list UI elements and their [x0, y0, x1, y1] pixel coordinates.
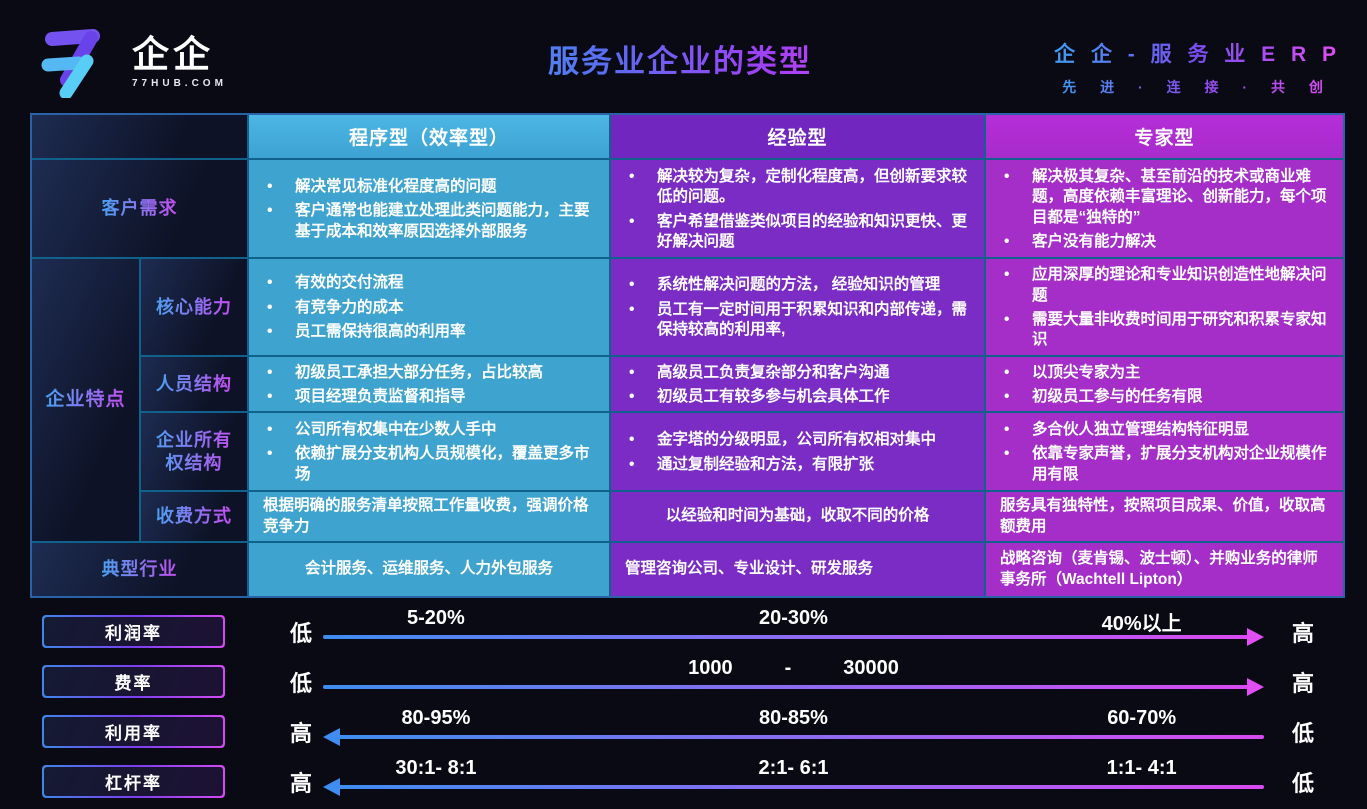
- scale-label-box: 费率: [42, 665, 225, 698]
- page-title: 服务业企业的类型: [380, 36, 980, 81]
- bullet-item: 解决较为复杂，定制化程度高，但创新要求较低的问题。: [617, 167, 976, 208]
- scale-right-end: 低: [1291, 771, 1314, 796]
- slogan: 先 进 · 连 接 · 共 创: [1054, 77, 1341, 97]
- brand-name: 企企: [132, 34, 214, 75]
- row-group-label-traits: 企业特点: [32, 259, 139, 541]
- bullet-item: 高级员工负责复杂部分和客户沟通: [617, 363, 976, 384]
- brand-domain: 77HUB.COM: [132, 78, 227, 89]
- metric-scales: 利润率 低 5-20% 20-30% 40%以上 高 费率 低 1000 - 3…: [30, 606, 1342, 806]
- arrow-line: [338, 735, 1264, 739]
- cell-ownership-experience: 金字塔的分级明显，公司所有权相对集中通过复制经验和方法，有限扩张: [611, 413, 984, 490]
- cell-pricing-experience: 以经验和时间为基础，收取不同的价格: [611, 492, 984, 541]
- bullet-item: 客户希望借鉴类似项目的经验和知识更快、更好解决问题: [617, 212, 976, 253]
- bullet-item: 客户没有能力解决: [992, 232, 1335, 253]
- bullet-item: 公司所有权集中在少数人手中: [255, 420, 601, 441]
- cell-pricing-procedural: 根据明确的服务清单按照工作量收费，强调价格竞争力: [249, 492, 609, 541]
- header-right-block: 企 企 - 服 务 业 E R P 先 进 · 连 接 · 共 创: [1054, 38, 1341, 97]
- bullet-item: 依赖扩展分支机构人员规模化，覆盖更多市场: [255, 444, 601, 485]
- bullet-item: 通过复制经验和方法，有限扩张: [617, 455, 976, 476]
- scale-label-box: 利用率: [42, 715, 225, 748]
- cell-personnel-expert: 以顶尖专家为主初级员工参与的任务有限: [986, 357, 1343, 411]
- scale-arrow: 30:1- 8:1 2:1- 6:1 1:1- 4:1: [323, 756, 1264, 806]
- bullet-item: 初级员工有较多参与机会具体工作: [617, 387, 976, 408]
- brand-logo: 企企 77HUB.COM: [36, 22, 227, 103]
- bullet-item: 多合伙人独立管理结构特征明显: [992, 420, 1335, 441]
- scale-label-box: 利润率: [42, 615, 225, 648]
- table-corner-cell: [32, 115, 247, 158]
- scale-right-end: 高: [1291, 671, 1314, 696]
- bullet-item: 员工有一定时间用于积累知识和内部传递，需保持较高的利用率,: [617, 300, 976, 341]
- bullet-item: 有竞争力的成本: [255, 298, 601, 319]
- arrow-line: [323, 635, 1249, 639]
- cell-pricing-expert: 服务具有独特性，按照项目成果、价值，收取高额费用: [986, 492, 1343, 541]
- scale-arrow: 5-20% 20-30% 40%以上: [323, 606, 1264, 656]
- scale-left-end: 高: [289, 771, 312, 796]
- scale-arrow: 80-95% 80-85% 60-70%: [323, 706, 1264, 756]
- scale-utilization: 利用率 高 80-95% 80-85% 60-70% 低: [30, 706, 1342, 756]
- bullet-item: 解决极其复杂、甚至前沿的技术或商业难题，高度依赖丰富理论、创新能力，每个项目都是…: [992, 167, 1335, 228]
- row-label-ownership: 企业所有权结构: [141, 413, 247, 490]
- scale-right-end: 低: [1291, 721, 1314, 746]
- cell-customer-expert: 解决极其复杂、甚至前沿的技术或商业难题，高度依赖丰富理论、创新能力，每个项目都是…: [986, 160, 1343, 257]
- comparison-table: 程序型（效率型） 经验型 专家型 客户需求 解决常见标准化程度高的问题客户通常也…: [30, 113, 1345, 598]
- bullet-item: 客户通常也能建立处理此类问题能力，主要基于成本和效率原因选择外部服务: [255, 201, 601, 242]
- scale-fee-rate: 费率 低 1000 - 30000 高: [30, 656, 1342, 706]
- scale-right-end: 高: [1291, 621, 1314, 646]
- cell-customer-experience: 解决较为复杂，定制化程度高，但创新要求较低的问题。客户希望借鉴类似项目的经验和知…: [611, 160, 984, 257]
- bullet-item: 需要大量非收费时间用于研究和积累专家知识: [992, 310, 1335, 351]
- row-label-personnel: 人员结构: [141, 357, 247, 411]
- bullet-item: 初级员工承担大部分任务，占比较高: [255, 363, 601, 384]
- arrow-head-left-icon: [323, 728, 340, 746]
- brand-logo-icon: [36, 22, 122, 103]
- bullet-item: 有效的交付流程: [255, 273, 601, 294]
- arrow-line: [338, 785, 1264, 789]
- bullet-item: 应用深厚的理论和专业知识创造性地解决问题: [992, 265, 1335, 306]
- bullet-item: 员工需保持很高的利用率: [255, 322, 601, 343]
- bullet-item: 金字塔的分级明显，公司所有权相对集中: [617, 430, 976, 451]
- row-label-industry: 典型行业: [32, 543, 247, 596]
- row-label-customer-needs: 客户需求: [32, 160, 247, 257]
- arrow-line: [323, 685, 1249, 689]
- column-header-expert: 专家型: [986, 115, 1343, 158]
- cell-customer-procedural: 解决常见标准化程度高的问题客户通常也能建立处理此类问题能力，主要基于成本和效率原…: [249, 160, 609, 257]
- cell-core-procedural: 有效的交付流程有竞争力的成本员工需保持很高的利用率: [249, 259, 609, 355]
- scale-label-box: 杠杆率: [42, 765, 225, 798]
- scale-left-end: 高: [289, 721, 312, 746]
- arrow-head-right-icon: [1247, 628, 1264, 646]
- row-label-pricing: 收费方式: [141, 492, 247, 541]
- bullet-item: 系统性解决问题的方法， 经验知识的管理: [617, 275, 976, 296]
- arrow-head-right-icon: [1247, 678, 1264, 696]
- column-header-procedural: 程序型（效率型）: [249, 115, 609, 158]
- cell-personnel-experience: 高级员工负责复杂部分和客户沟通初级员工有较多参与机会具体工作: [611, 357, 984, 411]
- scale-profit-margin: 利润率 低 5-20% 20-30% 40%以上 高: [30, 606, 1342, 656]
- cell-personnel-procedural: 初级员工承担大部分任务，占比较高项目经理负责监督和指导: [249, 357, 609, 411]
- bullet-item: 以顶尖专家为主: [992, 363, 1335, 384]
- bullet-item: 初级员工参与的任务有限: [992, 387, 1335, 408]
- row-label-core-competence: 核心能力: [141, 259, 247, 355]
- cell-core-expert: 应用深厚的理论和专业知识创造性地解决问题需要大量非收费时间用于研究和积累专家知识: [986, 259, 1343, 355]
- cell-core-experience: 系统性解决问题的方法， 经验知识的管理员工有一定时间用于积累知识和内部传递，需保…: [611, 259, 984, 355]
- bullet-item: 依靠专家声誉，扩展分支机构对企业规模作用有限: [992, 444, 1335, 485]
- cell-industry-procedural: 会计服务、运维服务、人力外包服务: [249, 543, 609, 596]
- scale-left-end: 低: [289, 621, 312, 646]
- scale-left-end: 低: [289, 671, 312, 696]
- cell-ownership-procedural: 公司所有权集中在少数人手中依赖扩展分支机构人员规模化，覆盖更多市场: [249, 413, 609, 490]
- product-name: 企 企 - 服 务 业 E R P: [1054, 38, 1341, 68]
- cell-industry-experience: 管理咨询公司、专业设计、研发服务: [611, 543, 984, 596]
- cell-industry-expert: 战略咨询（麦肯锡、波士顿）、并购业务的律师事务所（Wachtell Lipton…: [986, 543, 1343, 596]
- bullet-item: 解决常见标准化程度高的问题: [255, 177, 601, 198]
- cell-ownership-expert: 多合伙人独立管理结构特征明显依靠专家声誉，扩展分支机构对企业规模作用有限: [986, 413, 1343, 490]
- scale-arrow: 1000 - 30000: [323, 656, 1264, 706]
- bullet-item: 项目经理负责监督和指导: [255, 387, 601, 408]
- column-header-experience: 经验型: [611, 115, 984, 158]
- arrow-head-left-icon: [323, 778, 340, 796]
- scale-leverage: 杠杆率 高 30:1- 8:1 2:1- 6:1 1:1- 4:1 低: [30, 756, 1342, 806]
